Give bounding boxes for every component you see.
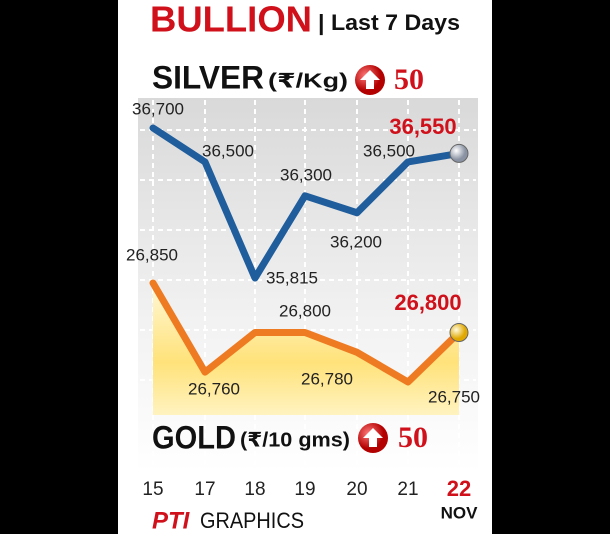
series-line bbox=[149, 124, 463, 282]
data-label: 36,200 bbox=[330, 232, 382, 251]
marks bbox=[149, 124, 469, 386]
x-tick-label: 19 bbox=[294, 479, 315, 500]
x-tick-label: 15 bbox=[142, 479, 163, 500]
series-name: SILVER bbox=[152, 59, 264, 95]
data-label: 26,800 bbox=[394, 290, 461, 315]
series-unit: (₹/10 gms) bbox=[240, 429, 350, 451]
series-line bbox=[149, 279, 463, 386]
data-label: 26,800 bbox=[279, 301, 331, 320]
chart-title: BULLION bbox=[150, 0, 312, 40]
source-logo: PTI bbox=[152, 507, 191, 534]
x-tick-label: 17 bbox=[194, 479, 215, 500]
end-marker bbox=[449, 143, 469, 163]
data-label: 26,750 bbox=[428, 387, 480, 406]
series-unit: (₹/Kg) bbox=[268, 70, 348, 92]
x-tick-label: 20 bbox=[346, 479, 367, 500]
x-tick-label: 18 bbox=[244, 479, 265, 500]
data-label: 36,300 bbox=[280, 165, 332, 184]
gold-area bbox=[153, 283, 459, 415]
x-tick-label: 21 bbox=[397, 479, 418, 500]
end-marker bbox=[449, 323, 469, 342]
data-label: 36,500 bbox=[363, 141, 415, 160]
data-label: 36,700 bbox=[132, 99, 184, 118]
series-change: 50 bbox=[394, 63, 424, 96]
chart-subtitle: | Last 7 Days bbox=[318, 10, 460, 35]
series-name: GOLD bbox=[152, 419, 236, 455]
data-label: 26,760 bbox=[188, 379, 240, 398]
series-change: 50 bbox=[398, 421, 428, 454]
data-label: 35,815 bbox=[266, 268, 318, 287]
data-label: 26,780 bbox=[301, 369, 353, 388]
data-label: 26,850 bbox=[126, 245, 178, 264]
up-icon bbox=[355, 65, 385, 95]
data-label: 36,550 bbox=[389, 114, 456, 139]
up-icon bbox=[358, 423, 388, 453]
source-label: GRAPHICS bbox=[200, 508, 304, 533]
data-label: 36,500 bbox=[202, 141, 254, 160]
x-tick-label: 22 bbox=[447, 476, 471, 501]
month-label: NOV bbox=[441, 503, 479, 522]
